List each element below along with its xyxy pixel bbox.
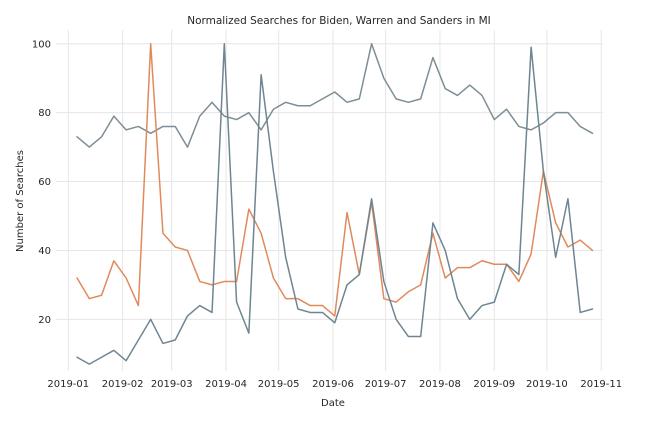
y-tick-label: 20 <box>38 315 51 326</box>
x-axis-label: Date <box>321 398 345 409</box>
x-tick-label: 2019-11 <box>580 379 622 390</box>
chart-title: Normalized Searches for Biden, Warren an… <box>187 15 491 27</box>
x-tick-label: 2019-02 <box>102 379 144 390</box>
gridlines <box>56 30 603 371</box>
series-lines <box>76 43 594 365</box>
y-tick-label: 40 <box>38 246 51 257</box>
x-tick-label: 2019-06 <box>312 379 354 390</box>
x-tick-label: 2019-10 <box>526 379 568 390</box>
x-tick-label: 2019-05 <box>258 379 300 390</box>
y-tick-label: 60 <box>38 177 51 188</box>
x-tick-label: 2019-03 <box>151 379 193 390</box>
tick-labels: 20 40 60 80 100 2019-01 2019-02 2019-03 2019-04 2… <box>32 39 622 390</box>
x-tick-label: 2019-04 <box>205 379 247 390</box>
x-tick-label: 2019-09 <box>473 379 515 390</box>
y-tick-label: 100 <box>32 39 51 50</box>
series-line-3 <box>76 43 594 365</box>
plot-background <box>56 30 603 371</box>
x-tick-label: 2019-07 <box>365 379 407 390</box>
x-tick-label: 2019-08 <box>419 379 461 390</box>
y-tick-label: 80 <box>38 108 51 119</box>
y-axis-label: Number of Searches <box>15 150 26 252</box>
x-tick-label: 2019-01 <box>47 379 89 390</box>
series-line-1 <box>76 43 594 148</box>
